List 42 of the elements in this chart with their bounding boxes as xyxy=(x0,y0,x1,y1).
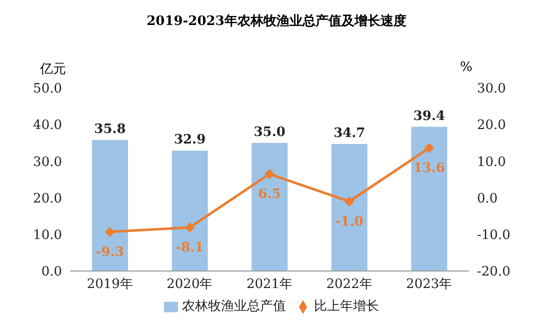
y2-tick-label: 20.0 xyxy=(477,118,506,134)
y-tick-label: 50.0 xyxy=(33,82,62,97)
x-tick-label: 2021年 xyxy=(246,277,293,292)
y2-tick-label: 10.0 xyxy=(477,154,506,170)
data-label: 34.7 xyxy=(334,126,366,141)
y-axis-title: 亿元 xyxy=(40,61,66,78)
x-tick-label: 2019年 xyxy=(86,277,133,292)
bar xyxy=(252,142,288,271)
y-tick-label: 0.0 xyxy=(41,264,62,280)
legend-label: 农林牧渔业总产值 xyxy=(182,299,286,314)
data-label: 39.4 xyxy=(413,108,446,124)
y-tick-label: 10.0 xyxy=(33,228,62,244)
data-label: -8.1 xyxy=(176,240,204,256)
x-tick-label: 2023年 xyxy=(406,277,452,292)
bar xyxy=(172,150,208,271)
data-label: 6.5 xyxy=(258,187,281,202)
bar xyxy=(411,126,448,271)
point xyxy=(344,196,354,206)
y-tick-label: 40.0 xyxy=(33,118,62,134)
data-label: -1.0 xyxy=(335,214,364,230)
data-label: 35.0 xyxy=(254,124,286,140)
x-tick-label: 2022年 xyxy=(326,277,372,292)
data-label: -9.3 xyxy=(96,244,124,260)
point xyxy=(424,143,434,154)
data-label: 13.6 xyxy=(413,161,445,176)
bar xyxy=(331,144,368,271)
x-tick-label: 2020年 xyxy=(166,277,213,292)
y2-tick-label: -10.0 xyxy=(477,228,510,244)
y2-tick-label: -20.0 xyxy=(477,264,510,280)
point xyxy=(264,169,274,180)
point xyxy=(104,226,115,237)
chart-title: 2019-2023年农林牧渔业总产值及增长速度 xyxy=(146,12,408,30)
y-tick-label: 30.0 xyxy=(33,154,62,170)
legend-label: 比上年增长 xyxy=(314,299,379,314)
y2-axis-title: % xyxy=(460,60,472,75)
y2-tick-label: 30.0 xyxy=(477,82,506,97)
data-label: 35.8 xyxy=(94,122,126,137)
y2-tick-label: 0.0 xyxy=(477,191,498,206)
bar xyxy=(92,140,128,271)
point xyxy=(184,222,195,232)
data-label: 32.9 xyxy=(174,132,206,148)
y-tick-label: 20.0 xyxy=(33,191,62,206)
